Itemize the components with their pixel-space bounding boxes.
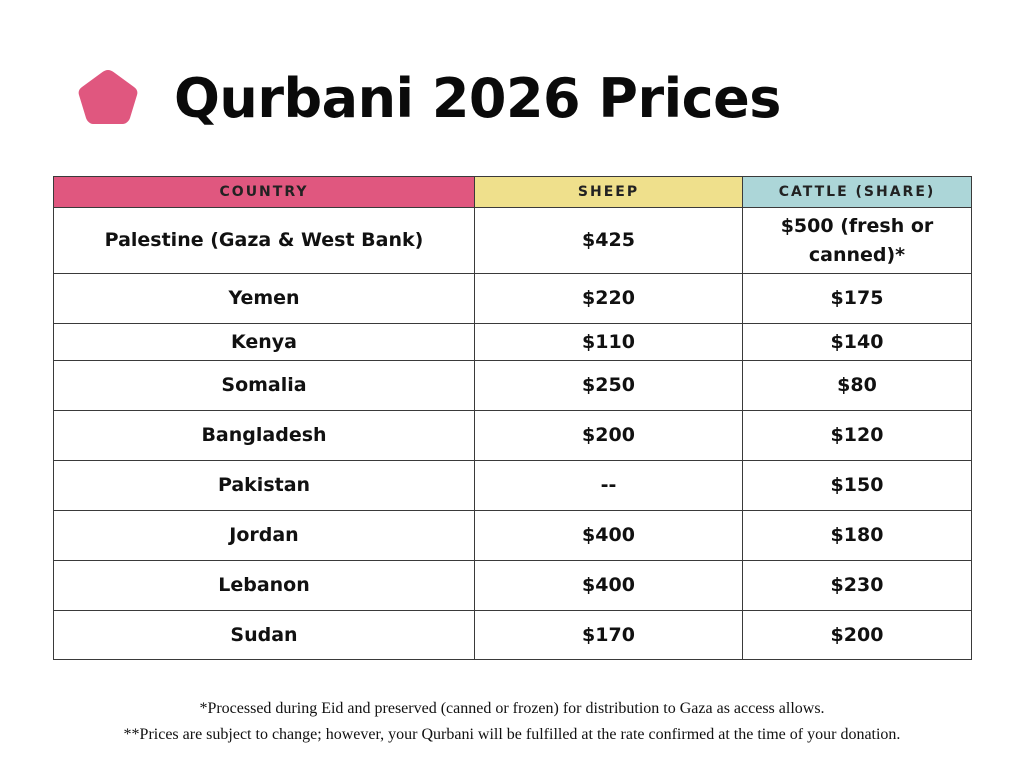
country-cell: Pakistan bbox=[53, 460, 475, 511]
sheep-price-cell: $400 bbox=[474, 510, 743, 561]
cattle-price-cell: $140 bbox=[742, 323, 972, 361]
sheep-price-cell: $170 bbox=[474, 610, 743, 660]
country-cell: Yemen bbox=[53, 273, 475, 324]
footnotes: *Processed during Eid and preserved (can… bbox=[0, 700, 1024, 752]
price-table: COUNTRY SHEEP CATTLE (SHARE) Palestine (… bbox=[53, 176, 972, 660]
sheep-price-cell: -- bbox=[474, 460, 743, 511]
table-row: Bangladesh $200 $120 bbox=[53, 410, 972, 461]
table-row: Jordan $400 $180 bbox=[53, 510, 972, 561]
cattle-price-cell: $120 bbox=[742, 410, 972, 461]
table-row: Pakistan -- $150 bbox=[53, 460, 972, 511]
table-row: Somalia $250 $80 bbox=[53, 360, 972, 411]
header-sheep: SHEEP bbox=[474, 176, 743, 208]
header-cattle: CATTLE (SHARE) bbox=[742, 176, 972, 208]
sheep-price-cell: $220 bbox=[474, 273, 743, 324]
header: Qurbani 2026 Prices bbox=[76, 66, 781, 130]
page-title: Qurbani 2026 Prices bbox=[174, 66, 781, 130]
sheep-price-cell: $200 bbox=[474, 410, 743, 461]
footnote-processing: *Processed during Eid and preserved (can… bbox=[199, 700, 825, 717]
country-cell: Lebanon bbox=[53, 560, 475, 611]
cattle-price-cell: $80 bbox=[742, 360, 972, 411]
sheep-price-cell: $425 bbox=[474, 207, 743, 274]
sheep-price-cell: $110 bbox=[474, 323, 743, 361]
cattle-price-cell: $175 bbox=[742, 273, 972, 324]
footnote-price-change: **Prices are subject to change; however,… bbox=[123, 726, 901, 743]
country-cell: Somalia bbox=[53, 360, 475, 411]
table-header-row: COUNTRY SHEEP CATTLE (SHARE) bbox=[53, 176, 972, 208]
table-row: Palestine (Gaza & West Bank) $425 $500 (… bbox=[53, 207, 972, 274]
cattle-price-cell: $150 bbox=[742, 460, 972, 511]
cattle-price-cell: $230 bbox=[742, 560, 972, 611]
country-cell: Sudan bbox=[53, 610, 475, 660]
country-cell: Palestine (Gaza & West Bank) bbox=[53, 207, 475, 274]
sheep-price-cell: $250 bbox=[474, 360, 743, 411]
country-cell: Jordan bbox=[53, 510, 475, 561]
cattle-price-cell: $500 (fresh or canned)* bbox=[742, 207, 972, 274]
sheep-price-cell: $400 bbox=[474, 560, 743, 611]
cattle-price-cell: $200 bbox=[742, 610, 972, 660]
table-row: Yemen $220 $175 bbox=[53, 273, 972, 324]
country-cell: Bangladesh bbox=[53, 410, 475, 461]
table-row: Sudan $170 $200 bbox=[53, 610, 972, 660]
table-row: Lebanon $400 $230 bbox=[53, 560, 972, 611]
country-cell: Kenya bbox=[53, 323, 475, 361]
table-row: Kenya $110 $140 bbox=[53, 323, 972, 361]
cattle-price-cell: $180 bbox=[742, 510, 972, 561]
header-country: COUNTRY bbox=[53, 176, 475, 208]
pentagon-logo-icon bbox=[78, 70, 138, 124]
